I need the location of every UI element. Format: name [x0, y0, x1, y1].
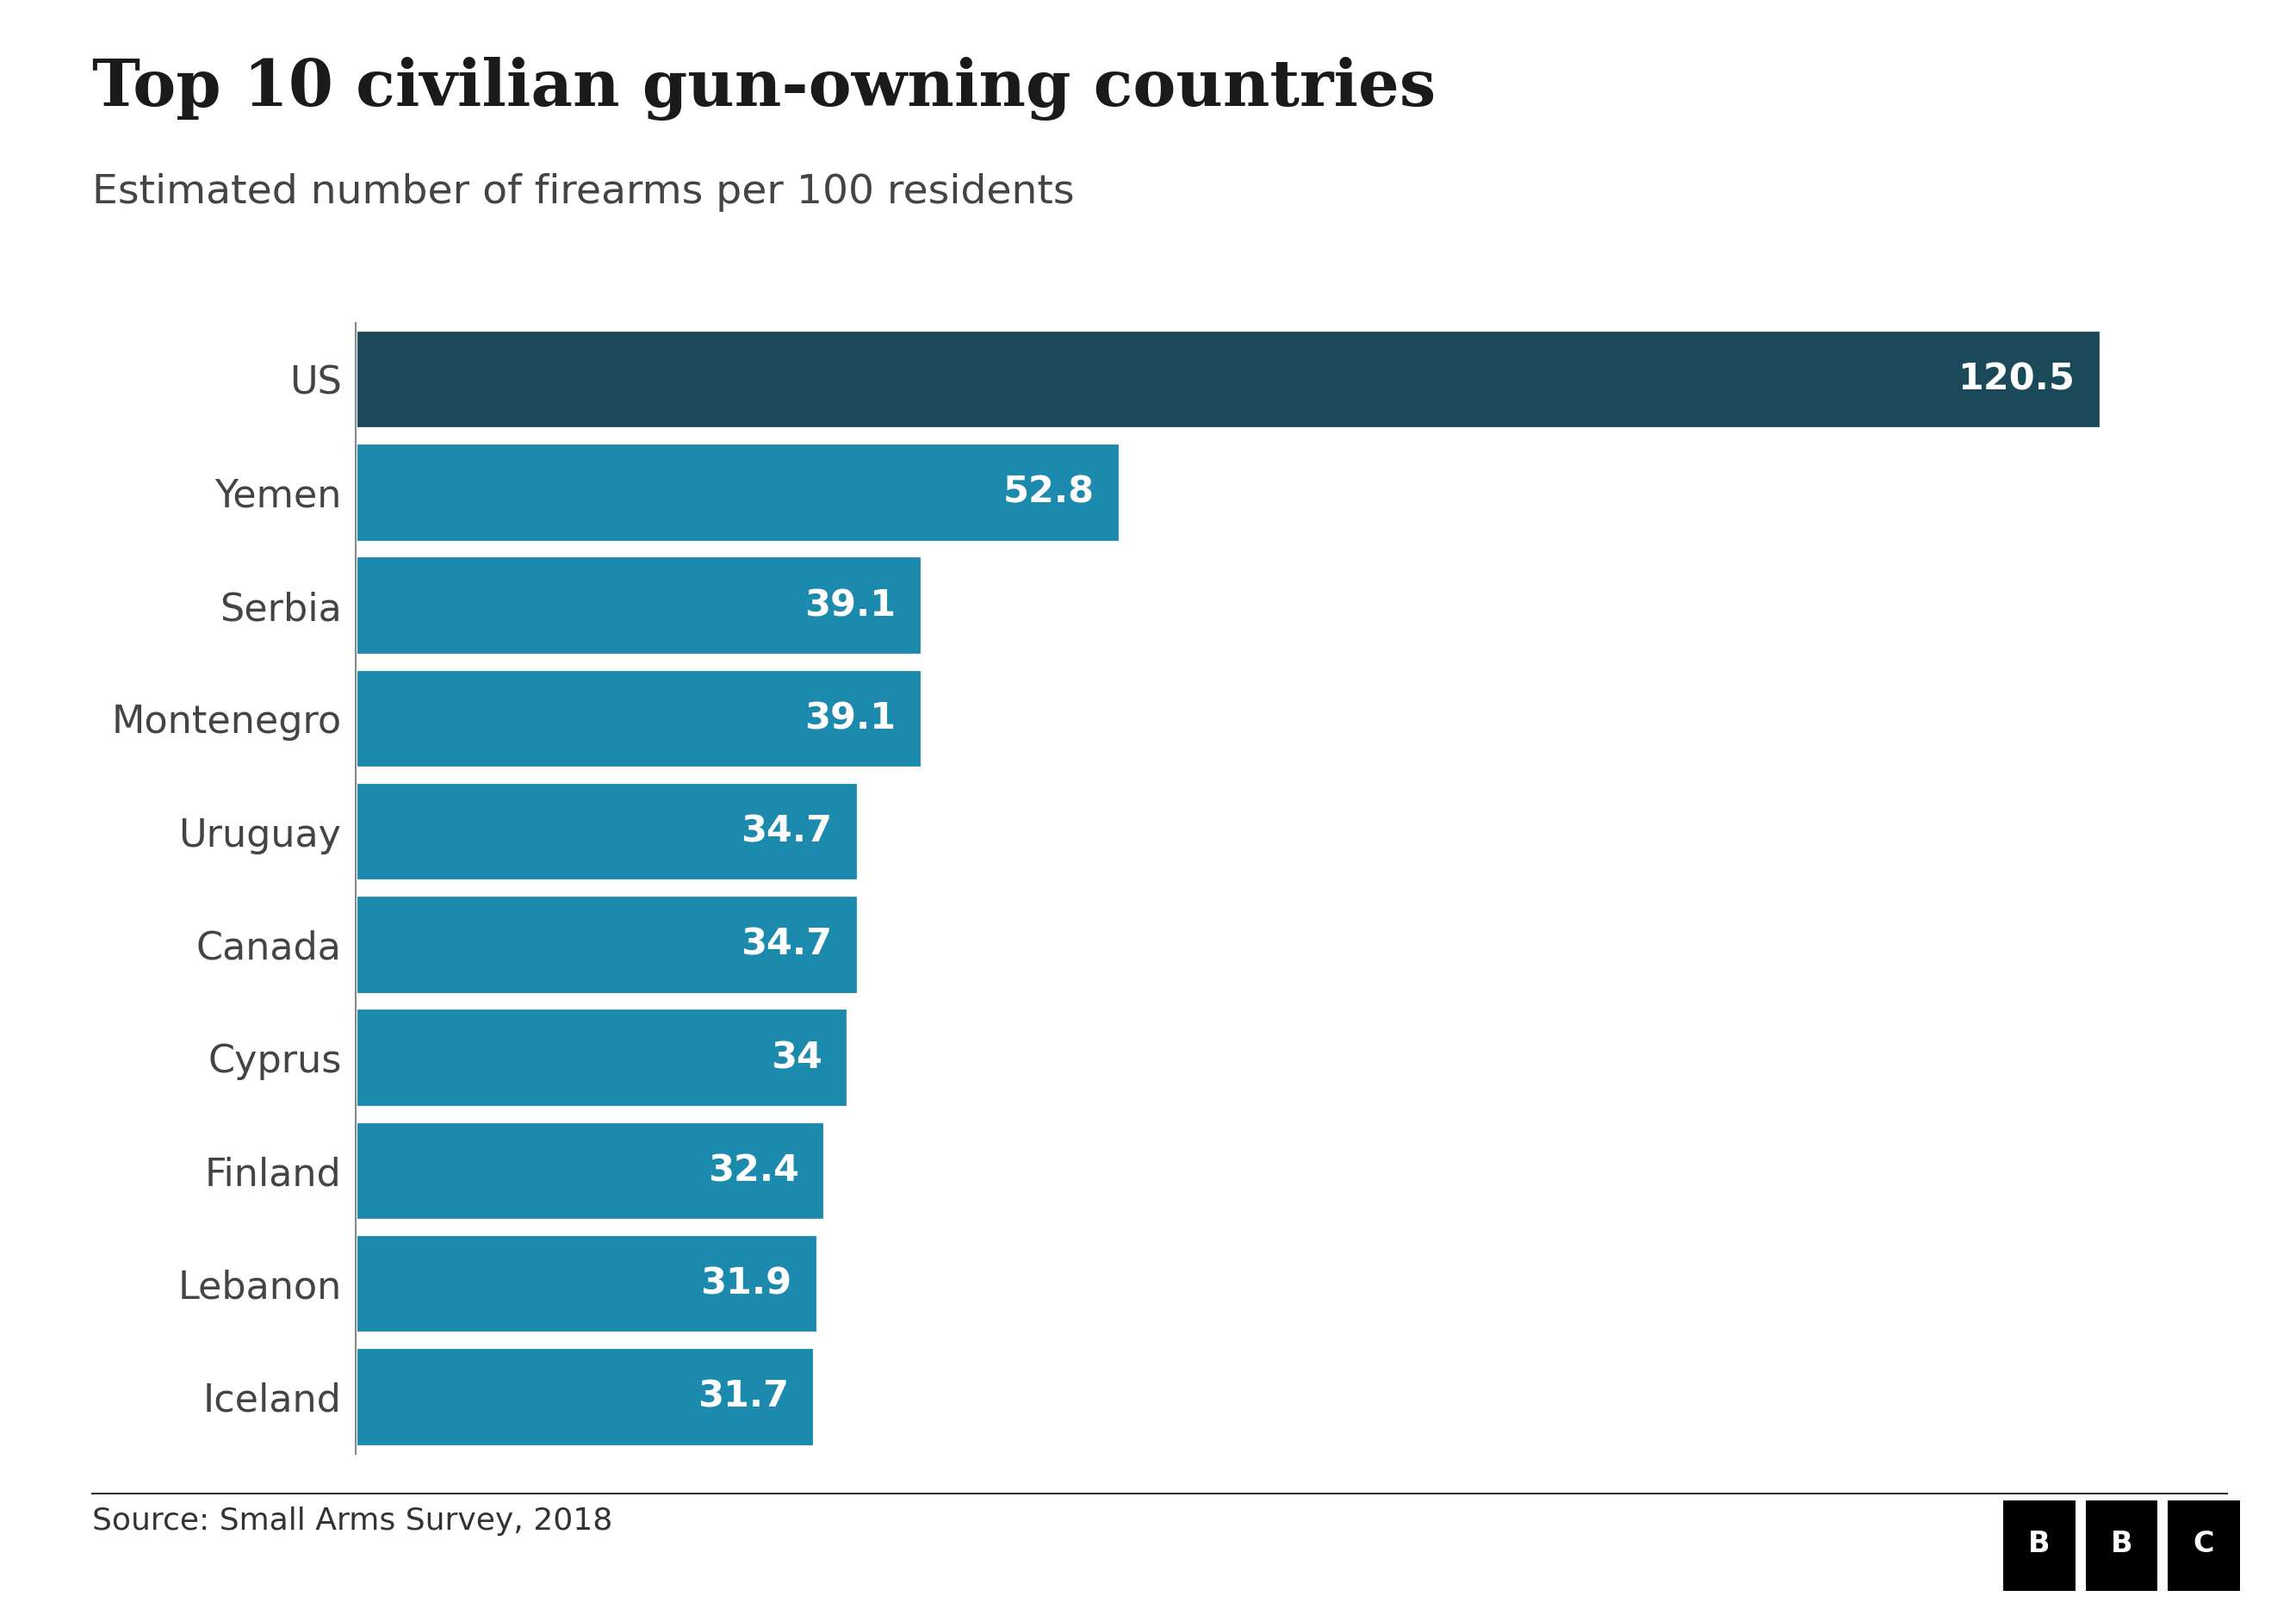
FancyBboxPatch shape	[2002, 1500, 2076, 1591]
FancyBboxPatch shape	[2085, 1500, 2158, 1591]
Bar	[356, 895, 859, 995]
Text: Estimated number of firearms per 100 residents: Estimated number of firearms per 100 res…	[92, 173, 1075, 212]
Text: 52.8: 52.8	[1003, 475, 1095, 510]
Text: 39.1: 39.1	[804, 701, 895, 736]
Text: Source: Small Arms Survey, 2018: Source: Small Arms Survey, 2018	[92, 1507, 613, 1536]
Text: Top 10 civilian gun-owning countries: Top 10 civilian gun-owning countries	[92, 57, 1435, 120]
Bar	[356, 1347, 815, 1447]
Text: 34.7: 34.7	[742, 927, 833, 963]
Bar	[356, 443, 1120, 543]
Text: C: C	[2193, 1529, 2213, 1558]
FancyBboxPatch shape	[2167, 1500, 2241, 1591]
Bar	[356, 782, 859, 882]
Text: 39.1: 39.1	[804, 588, 895, 623]
Text: 32.4: 32.4	[707, 1153, 799, 1189]
Bar	[356, 1121, 824, 1221]
Text: 34: 34	[771, 1040, 822, 1076]
Bar	[356, 669, 923, 769]
Bar	[356, 1234, 817, 1334]
Text: B: B	[2110, 1529, 2133, 1558]
Text: 31.7: 31.7	[698, 1379, 790, 1415]
Bar	[356, 329, 2101, 430]
Text: 120.5: 120.5	[1958, 362, 2076, 397]
Text: B: B	[2027, 1529, 2050, 1558]
Text: 34.7: 34.7	[742, 814, 833, 849]
Text: 31.9: 31.9	[700, 1266, 792, 1302]
Bar	[356, 1008, 847, 1108]
Bar	[356, 556, 923, 656]
